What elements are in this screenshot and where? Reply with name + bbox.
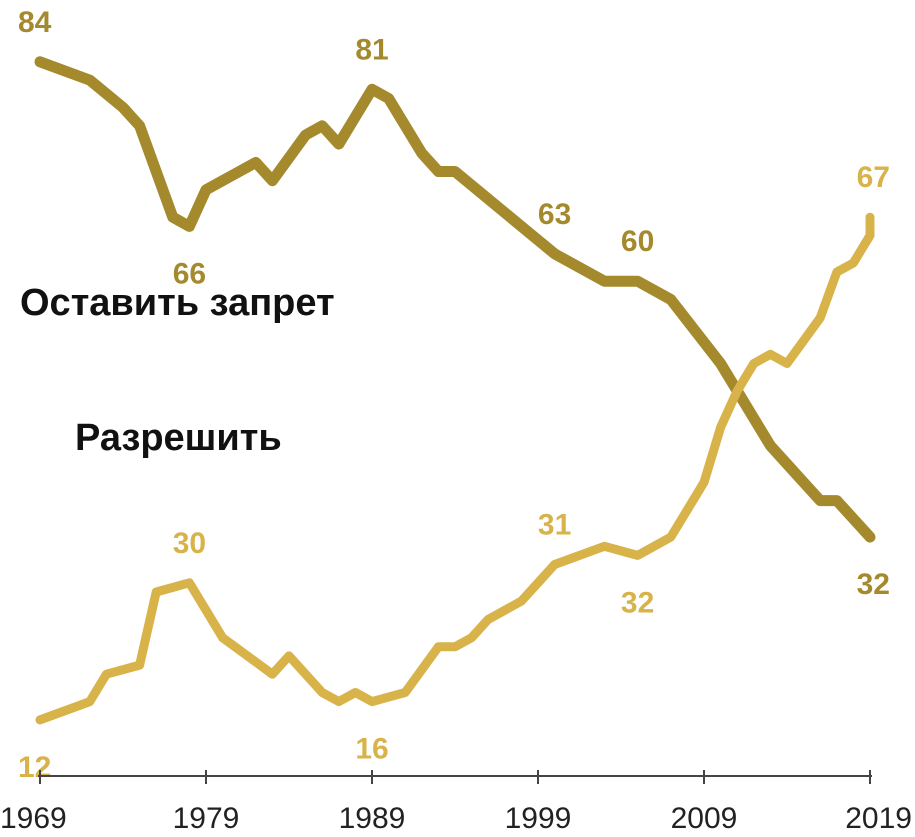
series-label-keep: Оставить запрет xyxy=(20,282,335,324)
data-label-allow: 30 xyxy=(173,527,206,560)
series-label-allow: Разрешить xyxy=(75,417,282,459)
data-label-keep: 60 xyxy=(621,225,654,258)
series-line-allow xyxy=(35,212,875,725)
data-label-keep: 66 xyxy=(173,257,206,290)
data-label-keep: 32 xyxy=(857,568,890,601)
data-labels: 84 66 81 63 60 32 12 30 16 31 32 67 xyxy=(18,6,890,784)
data-label-allow: 32 xyxy=(621,586,654,619)
x-tick-label: 2019 xyxy=(845,802,912,835)
series-lines xyxy=(34,56,876,725)
data-label-keep: 63 xyxy=(538,198,571,231)
x-tick-label: 2009 xyxy=(671,802,738,835)
x-tick-label: 1999 xyxy=(505,802,572,835)
data-label-allow: 67 xyxy=(857,161,890,194)
x-tick-label: 1969 xyxy=(0,802,67,835)
x-axis-ticks: 1969 1979 1989 1999 2009 2019 xyxy=(0,770,912,835)
data-label-allow: 12 xyxy=(18,751,51,784)
data-label-keep: 81 xyxy=(355,33,388,66)
x-tick-label: 1989 xyxy=(339,802,406,835)
x-tick-label: 1979 xyxy=(173,802,240,835)
data-label-allow: 16 xyxy=(355,733,388,766)
data-label-allow: 31 xyxy=(538,509,571,542)
data-label-keep: 84 xyxy=(18,6,52,39)
series-line-keep xyxy=(34,56,876,543)
